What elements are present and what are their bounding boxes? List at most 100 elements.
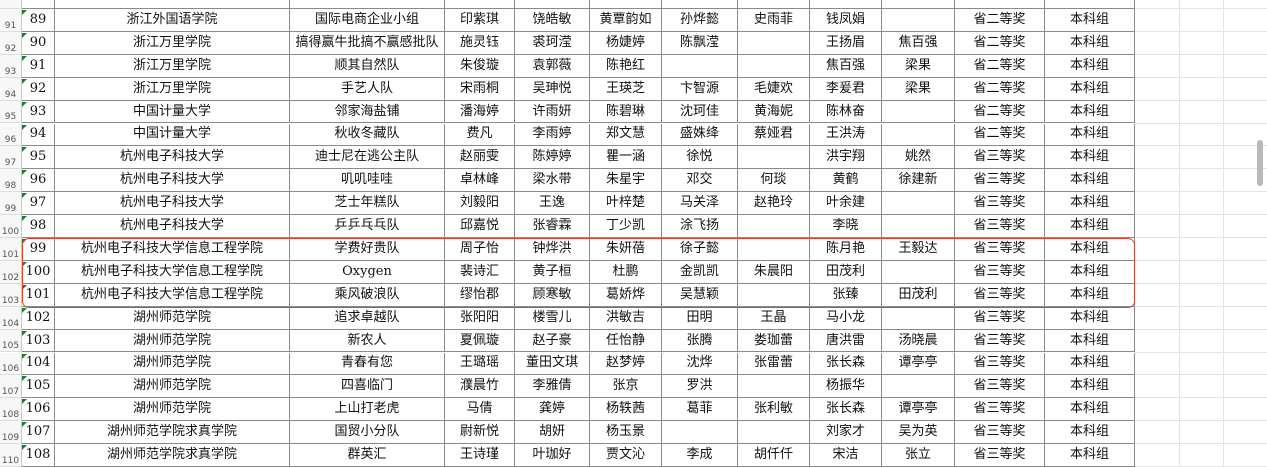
team-cell: 群英汇 <box>290 444 445 467</box>
teacher-cell: 王洪涛 <box>810 123 882 147</box>
scrollbar-thumb[interactable] <box>1257 140 1263 186</box>
member-cell: 楼雪儿 <box>515 306 590 330</box>
group-cell: 本科组 <box>1045 306 1135 330</box>
member-cell: 施灵钰 <box>445 31 515 55</box>
member-cell <box>738 31 810 55</box>
member-cell: 李成 <box>662 444 738 467</box>
member-cell: 沈珂佳 <box>662 100 738 124</box>
index-cell: 95 <box>22 146 55 170</box>
row-header <box>0 0 22 9</box>
member-cell: 夏佩璇 <box>445 329 515 353</box>
index-cell: 97 <box>22 192 55 216</box>
award-cell: 省三等奖 <box>955 146 1045 170</box>
team-cell: 叽叽哇哇 <box>290 169 445 193</box>
member-cell: 蔡娅君 <box>738 123 810 147</box>
row-header: 106 <box>0 352 22 376</box>
teacher-cell: 张长森 <box>810 398 882 422</box>
member-cell: 王诗瑾 <box>445 444 515 467</box>
member-cell: 史雨菲 <box>738 9 810 32</box>
teacher-cell: 叶余建 <box>810 192 882 216</box>
team-cell: 四喜临门 <box>290 375 445 399</box>
member-cell: 裘珂滢 <box>515 31 590 55</box>
member-cell: 黄海妮 <box>738 100 810 124</box>
teacher-cell: 徐建新 <box>882 169 955 193</box>
partial-cell <box>662 0 738 9</box>
award-cell: 省二等奖 <box>955 123 1045 147</box>
award-cell: 省三等奖 <box>955 352 1045 376</box>
index-cell: 104 <box>22 352 55 376</box>
partial-cell <box>22 0 55 9</box>
member-cell: 赵子豪 <box>515 329 590 353</box>
cell-marker <box>22 422 27 428</box>
member-cell: 毛婕欢 <box>738 77 810 101</box>
partial-cell <box>290 0 445 9</box>
member-cell: 赵艳玲 <box>738 192 810 216</box>
member-cell: 娄珈蕾 <box>738 329 810 353</box>
member-cell <box>738 238 810 261</box>
member-cell: 刘毅阳 <box>445 192 515 216</box>
cell-marker <box>22 193 27 199</box>
member-cell: 杨玉景 <box>590 421 662 445</box>
member-cell <box>738 215 810 238</box>
group-cell: 本科组 <box>1045 169 1135 193</box>
group-cell: 本科组 <box>1045 215 1135 238</box>
teacher-cell: 李晓 <box>810 215 882 238</box>
grid-line <box>1135 374 1267 376</box>
member-cell: 朱星宇 <box>590 169 662 193</box>
member-cell: 邱嘉悦 <box>445 215 515 238</box>
member-cell: 陈飘滢 <box>662 31 738 55</box>
school-cell: 浙江万里学院 <box>55 77 290 101</box>
group-cell: 本科组 <box>1045 9 1135 32</box>
member-cell: 洪敏吉 <box>590 306 662 330</box>
member-cell: 黄子桓 <box>515 260 590 284</box>
award-cell: 省三等奖 <box>955 192 1045 216</box>
cell-marker <box>22 376 27 382</box>
index-cell: 101 <box>22 283 55 307</box>
teacher-cell: 王扬眉 <box>810 31 882 55</box>
cell-marker <box>22 399 27 405</box>
teacher-cell: 黄鹤 <box>810 169 882 193</box>
cell-marker <box>22 216 27 222</box>
member-cell: 张雷蕾 <box>738 352 810 376</box>
award-cell: 省三等奖 <box>955 260 1045 284</box>
grid-line <box>1135 214 1267 216</box>
row-header: 103 <box>0 283 22 307</box>
team-cell: 追求卓越队 <box>290 306 445 330</box>
member-cell: 田明 <box>662 306 738 330</box>
award-cell: 省三等奖 <box>955 283 1045 307</box>
index-cell: 94 <box>22 123 55 147</box>
group-cell: 本科组 <box>1045 31 1135 55</box>
teacher-cell: 姚然 <box>882 146 955 170</box>
member-cell <box>738 146 810 170</box>
member-cell: 杜鹏 <box>590 260 662 284</box>
highlight-box <box>22 238 1135 308</box>
grid-line <box>1135 237 1267 238</box>
row-header: 97 <box>0 146 22 170</box>
school-cell: 杭州电子科技大学 <box>55 215 290 238</box>
teacher-cell <box>882 123 955 147</box>
member-cell: 梁水带 <box>515 169 590 193</box>
partial-cell <box>955 0 1045 9</box>
member-cell: 卓林峰 <box>445 169 515 193</box>
teacher-cell: 张臻 <box>810 283 882 307</box>
member-cell: 宋雨桐 <box>445 77 515 101</box>
member-cell: 钟烨洪 <box>515 238 590 261</box>
member-cell: 胡妍 <box>515 421 590 445</box>
cell-marker <box>22 124 27 130</box>
member-cell: 李雅倩 <box>515 375 590 399</box>
member-cell: 朱俊璇 <box>445 54 515 78</box>
index-cell: 103 <box>22 329 55 353</box>
award-cell: 省三等奖 <box>955 329 1045 353</box>
cell-marker <box>22 55 27 61</box>
cell-marker <box>22 32 27 38</box>
grid-line <box>1135 168 1267 170</box>
award-cell: 省二等奖 <box>955 100 1045 124</box>
member-cell: 张京 <box>590 375 662 399</box>
cell-marker <box>22 101 27 107</box>
teacher-cell: 谭亭亭 <box>882 398 955 422</box>
teacher-cell: 钱凤娟 <box>810 9 882 32</box>
school-cell: 湖州师范学院 <box>55 398 290 422</box>
partial-cell <box>810 0 882 9</box>
award-cell: 省三等奖 <box>955 238 1045 261</box>
